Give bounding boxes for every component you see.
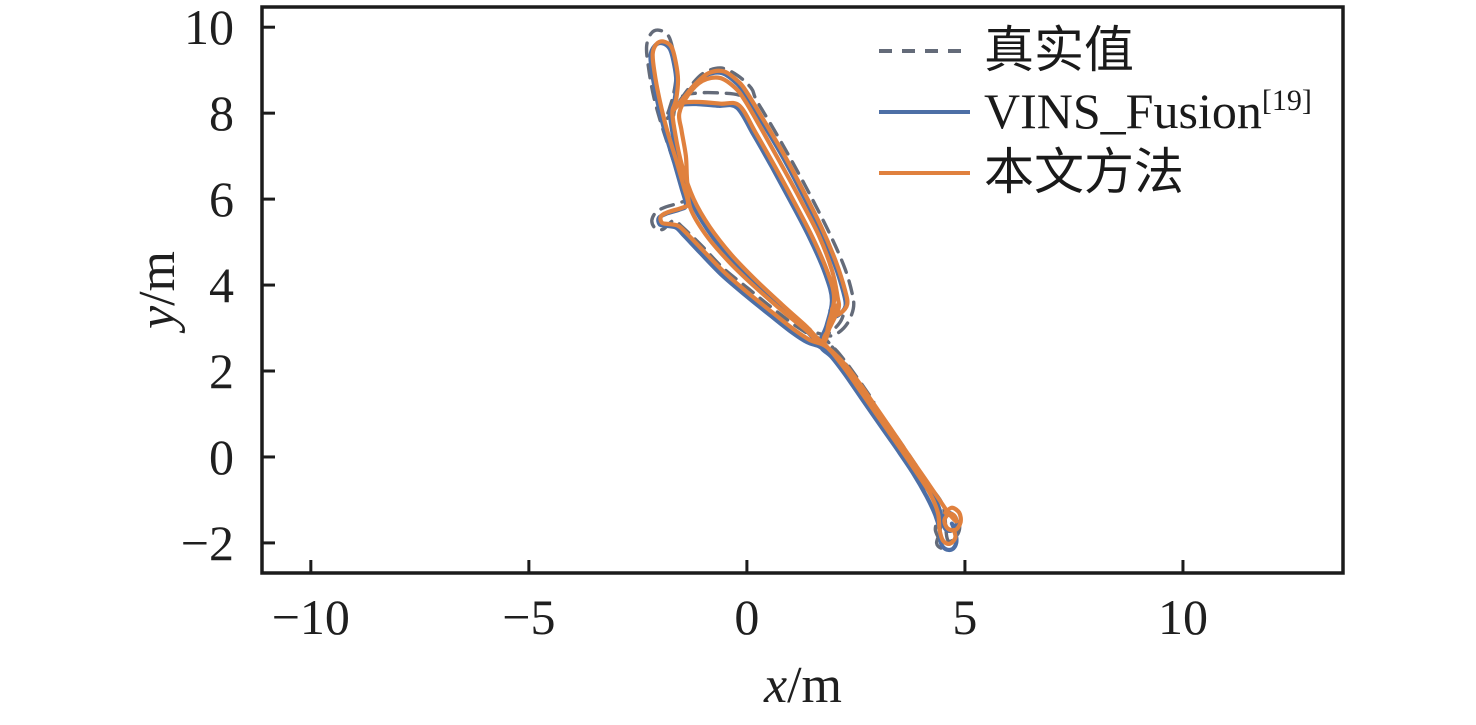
series-group xyxy=(644,28,963,553)
series-vins_fusion-path xyxy=(648,40,959,553)
series-proposed-path xyxy=(650,39,963,547)
y-axis-ticks xyxy=(262,25,275,545)
x-axis-ticks xyxy=(309,560,1185,573)
plot-frame xyxy=(260,5,1345,575)
